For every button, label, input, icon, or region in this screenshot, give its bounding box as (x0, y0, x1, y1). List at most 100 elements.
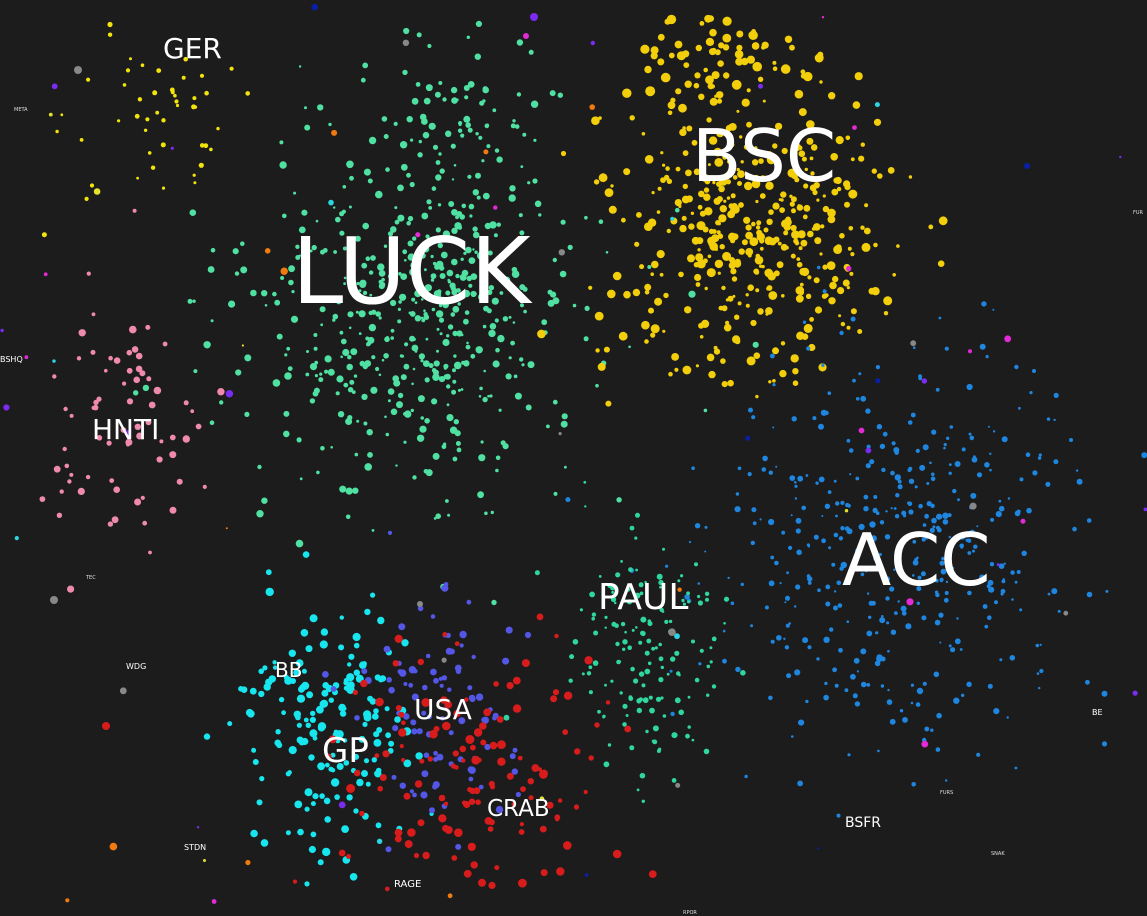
crab-node[interactable] (528, 795, 534, 801)
bsc-node[interactable] (785, 245, 789, 250)
luck-node[interactable] (314, 374, 318, 378)
hnti-node[interactable] (136, 432, 144, 440)
acc-node[interactable] (821, 515, 824, 517)
acc-node[interactable] (761, 467, 767, 472)
bsc-node[interactable] (768, 238, 777, 246)
crab-node[interactable] (518, 878, 527, 888)
acc-node[interactable] (936, 712, 942, 719)
outlier-node[interactable] (0, 328, 4, 333)
acc-node[interactable] (886, 621, 890, 625)
crab-node[interactable] (487, 826, 494, 832)
bsc-node[interactable] (608, 205, 617, 214)
outlier-node[interactable] (865, 447, 872, 454)
bsc-node[interactable] (714, 259, 724, 269)
hnti-node[interactable] (131, 346, 139, 353)
crab-node[interactable] (375, 697, 384, 707)
bsc-node[interactable] (693, 168, 701, 176)
luck-node[interactable] (450, 143, 456, 149)
luck-node[interactable] (367, 178, 373, 184)
bsc-node[interactable] (629, 115, 635, 121)
crab-node[interactable] (450, 763, 456, 769)
paul-node[interactable] (604, 615, 608, 620)
luck-node[interactable] (348, 205, 352, 209)
acc-node[interactable] (1000, 588, 1006, 594)
acc-node[interactable] (979, 574, 985, 581)
acc-node[interactable] (891, 441, 896, 446)
luck-node[interactable] (496, 156, 503, 163)
luck-node[interactable] (605, 251, 609, 254)
luck-node[interactable] (407, 215, 414, 222)
ger-node[interactable] (175, 103, 180, 108)
acc-node[interactable] (750, 624, 754, 628)
acc-node[interactable] (1141, 452, 1147, 459)
gp-node[interactable] (352, 632, 361, 642)
hnti-node[interactable] (76, 356, 82, 361)
luck-node[interactable] (464, 310, 470, 315)
acc-node[interactable] (995, 510, 1002, 518)
bsc-node[interactable] (758, 151, 763, 156)
bsc-node[interactable] (722, 33, 732, 43)
acc-node[interactable] (879, 520, 885, 525)
bsc-node[interactable] (737, 301, 742, 306)
acc-node[interactable] (922, 681, 927, 686)
luck-node[interactable] (595, 383, 599, 388)
gp-node[interactable] (353, 669, 360, 676)
outlier-node[interactable] (264, 248, 271, 254)
acc-node[interactable] (949, 425, 954, 429)
usa-node[interactable] (409, 789, 414, 794)
acc-node[interactable] (885, 576, 890, 582)
bsc-node[interactable] (810, 144, 818, 151)
acc-node[interactable] (795, 517, 802, 524)
acc-node[interactable] (860, 648, 867, 655)
luck-node[interactable] (435, 160, 441, 165)
crab-node[interactable] (382, 750, 390, 758)
bsc-node[interactable] (597, 362, 606, 371)
ger-node[interactable] (199, 73, 205, 78)
paul-node[interactable] (644, 580, 647, 584)
usa-node[interactable] (430, 614, 436, 619)
outlier-node[interactable] (483, 149, 489, 155)
bsc-node[interactable] (798, 150, 806, 157)
crab-node[interactable] (464, 697, 469, 702)
usa-node[interactable] (403, 713, 410, 720)
paul-node[interactable] (693, 562, 699, 567)
luck-node[interactable] (458, 121, 463, 126)
luck-node[interactable] (525, 404, 532, 411)
hnti-node[interactable] (145, 419, 152, 426)
luck-node[interactable] (470, 290, 477, 298)
acc-node[interactable] (863, 506, 869, 512)
bsc-node[interactable] (835, 136, 844, 145)
usa-node[interactable] (484, 743, 491, 751)
bsc-node[interactable] (690, 211, 695, 215)
acc-node[interactable] (812, 416, 817, 421)
acc-node[interactable] (846, 438, 851, 443)
bsc-node[interactable] (723, 72, 730, 79)
luck-node[interactable] (416, 32, 422, 38)
luck-node[interactable] (397, 392, 404, 399)
acc-node[interactable] (1014, 510, 1021, 517)
acc-node[interactable] (988, 586, 995, 593)
crab-node[interactable] (537, 767, 543, 772)
outlier-node[interactable] (1020, 518, 1026, 524)
bsc-node[interactable] (714, 158, 724, 167)
acc-node[interactable] (856, 670, 860, 673)
bsc-node[interactable] (730, 193, 736, 199)
luck-node[interactable] (516, 39, 524, 46)
hnti-node[interactable] (111, 516, 119, 524)
acc-node[interactable] (994, 600, 998, 605)
acc-node[interactable] (945, 779, 948, 782)
acc-node[interactable] (969, 435, 975, 441)
outlier-node[interactable] (48, 112, 53, 117)
acc-node[interactable] (932, 525, 936, 529)
bsc-node[interactable] (666, 228, 671, 234)
acc-node[interactable] (905, 623, 912, 630)
luck-node[interactable] (478, 135, 483, 140)
luck-node[interactable] (368, 136, 377, 145)
ger-node[interactable] (107, 32, 113, 37)
bsc-node[interactable] (713, 348, 721, 355)
acc-node[interactable] (821, 363, 825, 367)
paul-node[interactable] (655, 696, 662, 702)
bsc-node[interactable] (813, 277, 820, 284)
gp-node[interactable] (258, 690, 265, 698)
outlier-node[interactable] (670, 216, 675, 221)
